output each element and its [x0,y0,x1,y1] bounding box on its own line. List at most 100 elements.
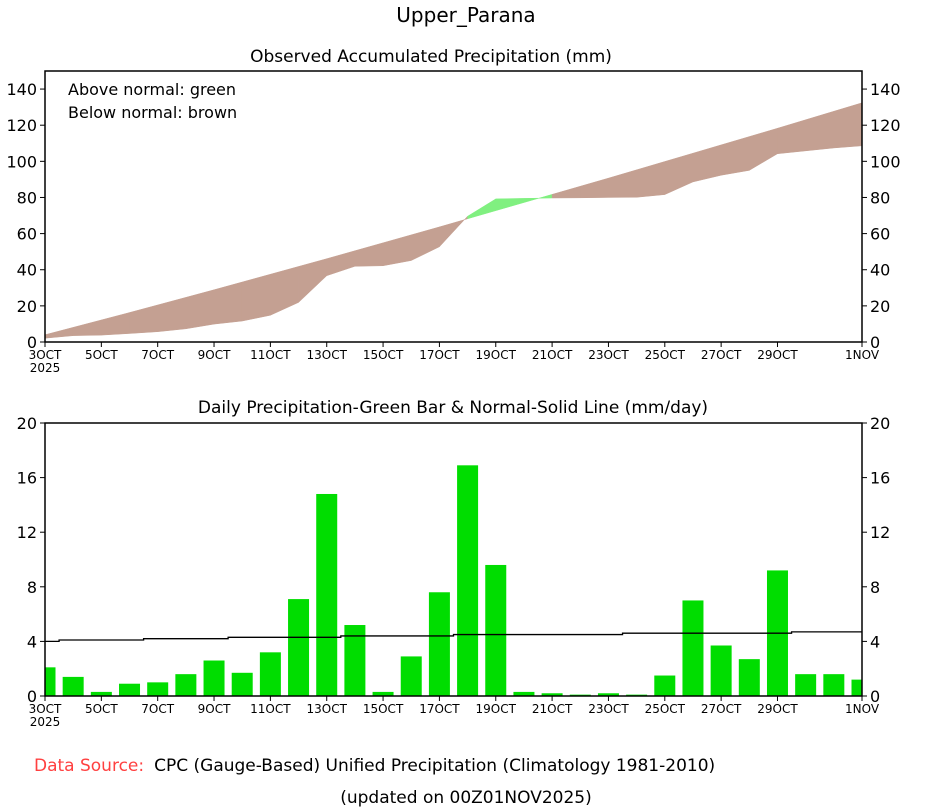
above-normal-area [495,198,525,211]
daily-bar [682,600,704,696]
x-tick-label: 3OCT [29,702,62,716]
x-tick-label: 5OCT [85,348,118,362]
above-normal-area [467,198,497,220]
below-normal-area [185,289,215,330]
daily-bar [457,465,479,696]
daily-bar [119,683,141,696]
source-label: Data Source: [34,756,144,776]
below-normal-area [580,177,609,199]
daily-bar [851,679,862,696]
y-tick-label-left: 8 [27,578,37,597]
x-tick-label: 21OCT [532,348,573,362]
y-tick-label-right: 0 [870,687,880,706]
y-tick-label-right: 100 [870,152,901,171]
x-tick-label: 27OCT [701,702,742,716]
below-normal-area [213,281,243,325]
daily-bar [259,652,281,696]
x-tick-label: 9OCT [198,348,231,362]
x-tick-label: 19OCT [476,348,517,362]
below-normal-area [298,258,327,304]
above-normal-area [523,194,553,203]
x-tick-label: 9OCT [198,702,231,716]
y-tick-label-right: 0 [870,333,880,352]
below-normal-area [354,242,384,267]
y-tick-label-left: 0 [27,333,37,352]
daily-bar [344,625,366,696]
x-tick-label: 25OCT [645,702,686,716]
legend-above: Above normal: green [68,80,236,99]
footer-updated: (updated on 00Z01NOV2025) [340,788,592,808]
daily-bar [62,676,84,696]
below-normal-area [805,110,835,152]
below-normal-area [129,304,158,334]
plot-frame [44,422,863,697]
x-tick-label: 29OCT [757,348,798,362]
x-tick-label: 11OCT [250,348,291,362]
x-tick-label: 29OCT [757,702,798,716]
daily-bar [203,660,225,696]
x-tick-label: 19OCT [476,702,517,716]
daily-bar [541,693,563,696]
accum-chart-title: Observed Accumulated Precipitation (mm) [250,47,612,67]
daily-bar [597,693,619,696]
below-normal-area [833,102,863,149]
footer-source: Data Source: CPC (Gauge-Based) Unified Pr… [34,756,715,776]
y-tick-label-right: 8 [870,578,880,597]
y-tick-label-right: 16 [870,469,890,488]
y-tick-label-right: 40 [870,261,890,280]
y-tick-label-right: 80 [870,188,890,207]
legend-below: Below normal: brown [68,103,237,122]
x-tick-label: 3OCT [29,348,62,362]
source-text: CPC (Gauge-Based) Unified Precipitation … [154,756,715,776]
y-tick-label-left: 12 [17,523,37,542]
below-normal-area [636,161,666,198]
below-normal-area [749,127,778,171]
x-tick-label: 1NOV [845,702,880,716]
y-tick-label-right: 120 [870,116,901,135]
accum-chart: 0 0 20 20 40 40 60 60 80 80 100 100 120 120 140 140 3OCT… [6,70,901,375]
daily-bar [710,645,732,696]
daily-bar [400,656,422,696]
daily-bar [372,691,394,696]
below-normal-area [382,234,412,267]
below-normal-area [777,119,806,155]
y-tick-label-left: 100 [6,152,37,171]
y-tick-label-left: 20 [17,297,37,316]
y-tick-label-left: 20 [17,414,37,433]
daily-bar [795,674,817,696]
x-tick-label: 7OCT [141,348,174,362]
y-tick-label-left: 4 [27,632,37,651]
daily-bar [288,599,310,696]
y-tick-label-left: 0 [27,687,37,706]
y-tick-label-left: 16 [17,469,37,488]
y-tick-label-right: 20 [870,297,890,316]
below-normal-area [720,136,750,176]
x-tick-label: 11OCT [250,702,291,716]
below-normal-area [72,319,102,336]
x-tick-label: 23OCT [588,348,629,362]
x-year-label: 2025 [30,361,61,375]
y-tick-label-left: 80 [17,188,37,207]
x-tick-label: 17OCT [419,348,460,362]
y-tick-label-right: 20 [870,414,890,433]
x-tick-label: 15OCT [363,702,404,716]
y-tick-label-right: 140 [870,80,901,99]
below-normal-area [326,250,356,277]
below-normal-area [241,273,271,322]
daily-bar [738,659,760,696]
below-normal-area [664,152,694,195]
plot-frame [44,70,863,343]
below-normal-area [551,185,581,199]
normal-line [45,631,862,643]
y-tick-label-right: 60 [870,225,890,244]
x-tick-label: 1NOV [845,348,880,362]
x-tick-label: 23OCT [588,702,629,716]
y-tick-label-left: 140 [6,80,37,99]
below-normal-area [608,169,637,198]
y-tick-label-right: 4 [870,632,880,651]
y-tick-label-right: 12 [870,523,890,542]
below-normal-area [439,215,468,248]
daily-chart-title: Daily Precipitation-Green Bar & Normal-S… [198,398,708,418]
figure-title: Upper_Parana [396,3,535,27]
